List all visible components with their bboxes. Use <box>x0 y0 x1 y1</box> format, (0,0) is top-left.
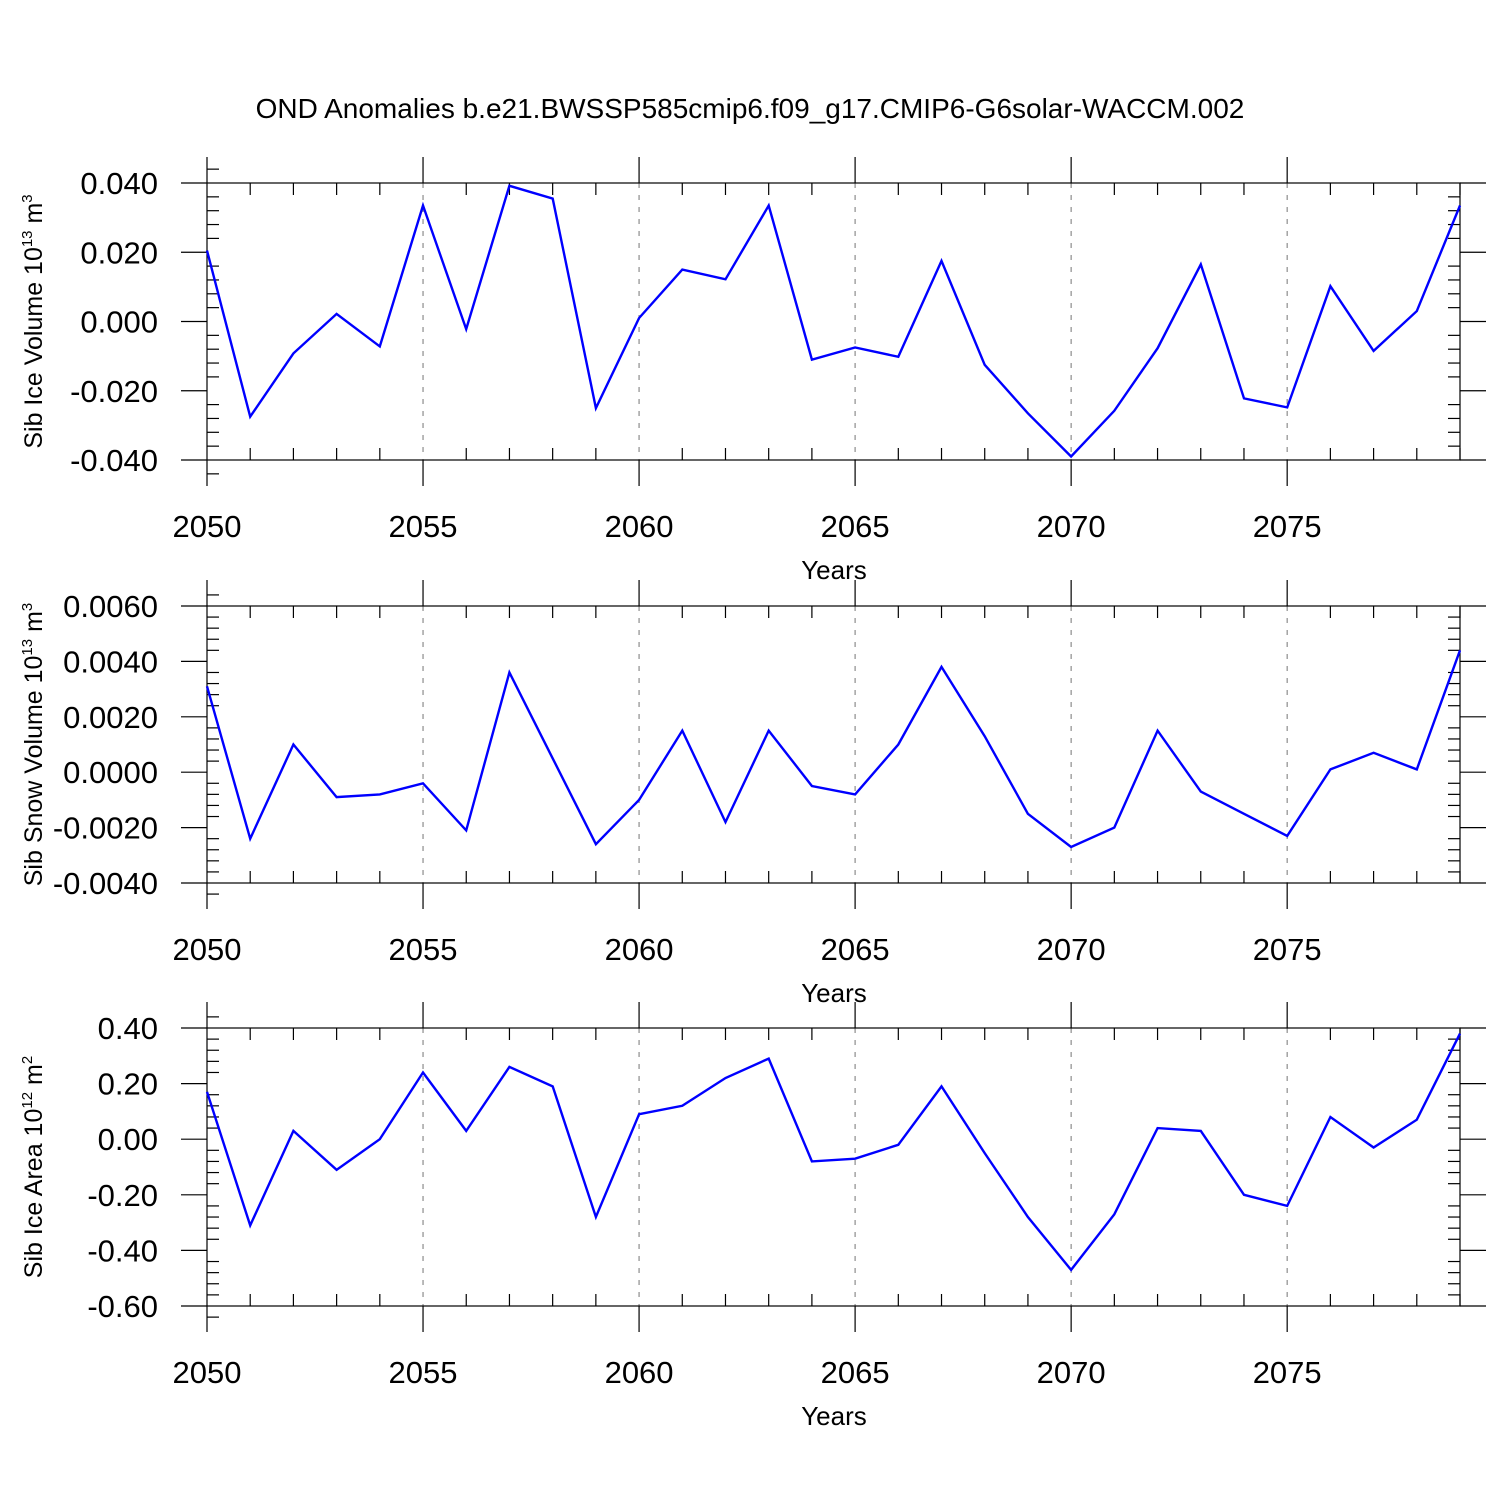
y-tick-label: -0.40 <box>87 1233 158 1268</box>
x-tick-label: 2065 <box>821 509 890 544</box>
x-tick-label: 2050 <box>173 932 242 967</box>
y-tick-label: -0.0040 <box>53 866 158 901</box>
y-tick-label: -0.60 <box>87 1289 158 1324</box>
y-tick-label: 0.0060 <box>63 589 158 624</box>
panel-1: -0.040 -0.020 0.000 0.020 0.040 2050 2055 2060 2… <box>19 157 1486 585</box>
y-axis-label: Sib Ice Volume 1013 m3 <box>19 194 48 448</box>
chart-panels: -0.040 -0.020 0.000 0.020 0.040 2050 2055 2060 2… <box>19 157 1486 1431</box>
x-tick-label: 2055 <box>389 932 458 967</box>
plot-frame <box>206 1027 1461 1307</box>
x-tick-label: 2070 <box>1037 509 1106 544</box>
x-tick-label: 2065 <box>821 932 890 967</box>
x-tick-label: 2050 <box>173 509 242 544</box>
series-line <box>205 649 1462 849</box>
y-tick-label: 0.40 <box>98 1011 158 1046</box>
y-axis-label: Sib Snow Volume 1013 m3 <box>19 603 48 887</box>
x-tick-label: 2060 <box>605 1355 674 1390</box>
x-axis-label: Years <box>801 1401 867 1431</box>
y-tick-label: 0.0020 <box>63 700 158 735</box>
x-tick-label: 2065 <box>821 1355 890 1390</box>
x-axis-label: Years <box>801 555 867 585</box>
x-tick-label: 2055 <box>389 1355 458 1390</box>
y-tick-label: 0.0040 <box>63 644 158 679</box>
series-line <box>205 1033 1462 1272</box>
x-tick-label: 2060 <box>605 932 674 967</box>
panel-2: -0.0040 -0.0020 0.0000 0.0020 0.0040 0.0060 20… <box>19 580 1486 1008</box>
x-tick-label: 2075 <box>1253 932 1322 967</box>
y-tick-label: 0.000 <box>80 305 158 340</box>
series-line <box>205 184 1462 459</box>
y-tick-label: 0.0000 <box>63 755 158 790</box>
x-tick-label: 2070 <box>1037 932 1106 967</box>
y-axis-label: Sib Ice Area 1012 m2 <box>19 1056 48 1278</box>
panel-3: -0.60 -0.40 -0.20 0.00 0.20 0.40 2050 2055 2060 2… <box>19 1002 1486 1431</box>
plot-frame <box>206 605 1461 884</box>
plot-frame <box>206 182 1461 461</box>
y-tick-label: -0.040 <box>70 443 158 478</box>
y-tick-label: -0.20 <box>87 1178 158 1213</box>
y-tick-label: 0.020 <box>80 235 158 270</box>
x-axis-label: Years <box>801 978 867 1008</box>
x-tick-label: 2075 <box>1253 509 1322 544</box>
y-tick-label: 0.20 <box>98 1067 158 1102</box>
y-tick-label: 0.040 <box>80 166 158 201</box>
y-tick-label: 0.00 <box>98 1122 158 1157</box>
x-tick-label: 2050 <box>173 1355 242 1390</box>
y-tick-label: -0.0020 <box>53 811 158 846</box>
y-tick-label: -0.020 <box>70 374 158 409</box>
x-tick-label: 2075 <box>1253 1355 1322 1390</box>
chart-title: OND Anomalies b.e21.BWSSP585cmip6.f09_g1… <box>256 93 1245 124</box>
x-tick-label: 2055 <box>389 509 458 544</box>
x-tick-label: 2070 <box>1037 1355 1106 1390</box>
x-tick-label: 2060 <box>605 509 674 544</box>
